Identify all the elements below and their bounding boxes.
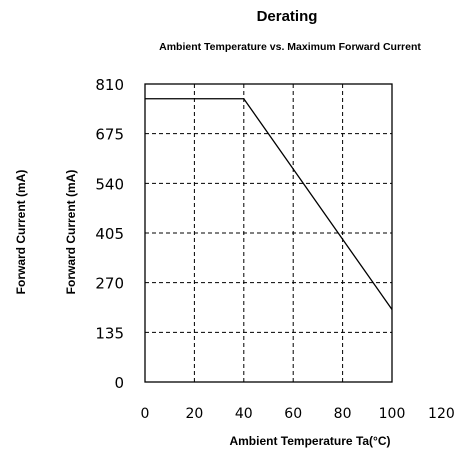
y-tick-label: 0 [114, 374, 124, 392]
y-tick-label: 270 [95, 275, 124, 293]
chart-subtitle: Ambient Temperature vs. Maximum Forward … [159, 41, 421, 53]
x-tick-label: 60 [284, 406, 302, 422]
x-tick-label: 40 [235, 406, 253, 422]
y-axis-ticks: 0 135 270 405 540 675 810 [95, 76, 124, 392]
y-tick-label: 135 [95, 324, 124, 342]
x-tick-label: 0 [141, 406, 150, 422]
x-tick-label: 100 [379, 406, 406, 422]
series-group [145, 98, 393, 310]
y-tick-label: 405 [95, 225, 124, 243]
chart-title: Derating [257, 8, 318, 25]
gridlines [145, 84, 392, 382]
y-axis-label: Forward Current (mA) [64, 170, 78, 295]
y-axis-label-outer: Forward Current (mA) [14, 170, 28, 295]
y-tick-label: 540 [95, 175, 124, 193]
x-tick-label: 20 [185, 406, 203, 422]
x-axis-ticks: 0 20 40 60 80 100 120 [141, 406, 455, 422]
y-tick-label: 810 [95, 76, 124, 94]
x-tick-label: 80 [334, 406, 352, 422]
x-axis-label: Ambient Temperature Ta(°C) [229, 434, 390, 448]
x-tick-label: 120 [428, 406, 455, 422]
series-line [145, 98, 393, 310]
plot-frame [144, 83, 393, 383]
y-tick-label: 675 [95, 126, 124, 144]
